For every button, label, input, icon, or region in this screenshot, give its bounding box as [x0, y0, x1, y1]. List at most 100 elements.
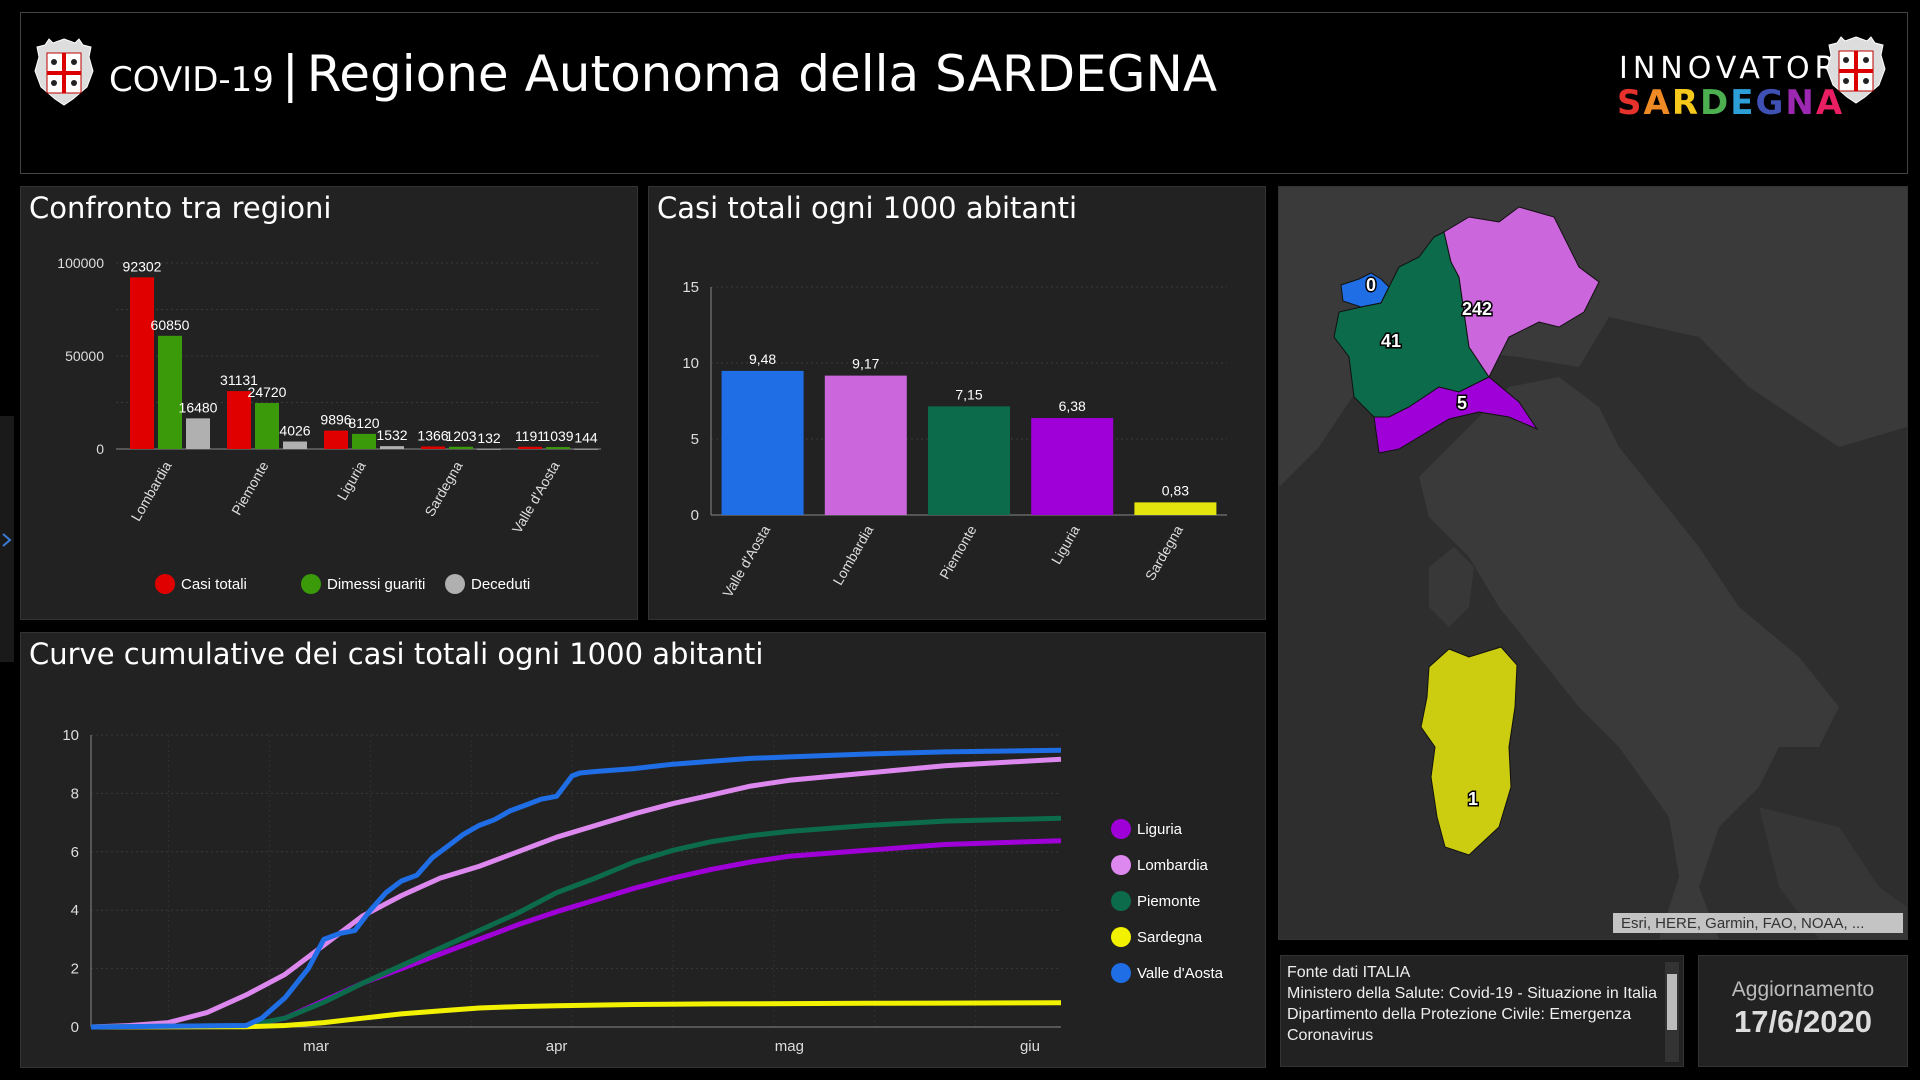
title-main: Regione Autonoma della SARDEGNA: [306, 45, 1218, 103]
source-line-2: Ministero della Salute: Covid-19 - Situa…: [1287, 985, 1657, 1002]
title-prefix: COVID-19: [109, 60, 274, 100]
legend-label: Valle d'Aosta: [1137, 964, 1223, 982]
per1000-panel: Casi totali ogni 1000 abitanti 0 5 10 15 9,4…: [648, 186, 1266, 620]
series-line-piemonte[interactable]: [90, 815, 1062, 1030]
legend-label: Sardegna: [1137, 928, 1203, 946]
legend-item[interactable]: Piemonte: [1111, 891, 1200, 911]
legend-dot: [445, 574, 465, 594]
x-tick-label: Liguria: [1048, 522, 1083, 567]
series-line-lombardia[interactable]: [90, 756, 1062, 1030]
x-tick-label: apr: [546, 1038, 568, 1055]
legend-label: Deceduti: [471, 575, 531, 593]
lombardia-region[interactable]: [1443, 206, 1600, 378]
x-tick-label: Sardegna: [421, 458, 465, 519]
bar-casi-totali[interactable]: [421, 446, 445, 449]
logo-letter: S: [1617, 83, 1644, 123]
legend-item[interactable]: Casi totali: [155, 574, 247, 594]
y-tick-label: 5: [691, 431, 699, 448]
source-scroll-thumb[interactable]: [1667, 974, 1677, 1030]
regions-comparison-panel: Confronto tra regioni 0 50000 100000 92302 6…: [20, 186, 638, 620]
bar[interactable]: [1134, 502, 1217, 515]
sicily-area: [1759, 807, 1907, 939]
bar-deceduti[interactable]: [574, 448, 598, 450]
legend-item[interactable]: Valle d'Aosta: [1111, 963, 1223, 983]
legend-label: Dimessi guariti: [327, 575, 426, 593]
bar-casi-totali[interactable]: [518, 446, 542, 449]
legend-item[interactable]: Liguria: [1111, 819, 1182, 839]
logo-letter: E: [1730, 83, 1756, 123]
map-region-label: 5: [1457, 393, 1467, 413]
bar-casi-totali[interactable]: [130, 277, 154, 449]
bar-casi-totali[interactable]: [324, 430, 348, 449]
legend-item[interactable]: Sardegna: [1111, 927, 1202, 947]
map-region-label: 41: [1381, 331, 1401, 351]
bar-casi-totali[interactable]: [227, 391, 251, 449]
legend-dot: [1111, 927, 1131, 947]
series-line-valledaosta[interactable]: [90, 747, 1062, 1030]
bar[interactable]: [721, 370, 804, 515]
bar-deceduti[interactable]: [186, 418, 210, 449]
series-line-sardegna[interactable]: [90, 1000, 1062, 1030]
logo-letter: R: [1671, 83, 1701, 123]
liguria-region[interactable]: [1373, 376, 1539, 454]
legend-dot: [1111, 819, 1131, 839]
regions-bar-chart[interactable]: 0 50000 100000 92302 60850 16480 Lombardia 3113…: [21, 187, 637, 619]
legend-dot: [301, 574, 321, 594]
bar-dimessi-guariti[interactable]: [449, 446, 473, 449]
legend-dot: [1111, 855, 1131, 875]
source-scrollbar[interactable]: [1665, 962, 1679, 1062]
page-title: COVID-19 | Regione Autonoma della SARDEGNA: [109, 45, 1217, 103]
map-region-label: 1: [1468, 789, 1478, 809]
bar-value-label: 16480: [179, 399, 218, 415]
update-box: Aggiornamento 17/6/2020: [1698, 955, 1908, 1067]
bar[interactable]: [928, 406, 1010, 515]
bar-dimessi-guariti[interactable]: [546, 447, 570, 449]
map-panel[interactable]: 0 242 41 5 1 Esri, HERE, Garmin, FAO, NOAA, …: [1278, 186, 1908, 940]
bar-value-label: 1039: [542, 428, 573, 444]
logo-letter: D: [1700, 83, 1731, 123]
cumulative-line-chart[interactable]: 0 2 4 6 8 10 mar apr mag giu: [21, 633, 1265, 1067]
legend-item[interactable]: Deceduti: [445, 574, 530, 594]
per1000-bar-chart[interactable]: 0 5 10 15 9,48 Valle d'Aosta 9,17 Lombardia 7,15…: [649, 187, 1265, 619]
innovatori-logo-top: INNOVATORI: [1619, 51, 1855, 86]
bar-value-label: 144: [574, 430, 598, 446]
bar-value-label: 7,15: [955, 386, 982, 402]
bar-dimessi-guariti[interactable]: [255, 403, 279, 449]
bar-dimessi-guariti[interactable]: [158, 335, 182, 449]
bar[interactable]: [1031, 418, 1114, 515]
italy-map[interactable]: 0 242 41 5 1 Esri, HERE, Garmin, FAO, NOAA, …: [1279, 187, 1907, 939]
sardinia-crest-icon-right: [1826, 36, 1886, 104]
legend-label: Casi totali: [181, 575, 247, 593]
sardinia-crest-icon: [34, 38, 94, 106]
y-tick-label: 2: [71, 961, 79, 978]
data-source-box: Fonte dati ITALIA Ministero della Salute…: [1280, 955, 1684, 1067]
bar[interactable]: [824, 375, 907, 515]
bar-deceduti[interactable]: [283, 441, 307, 449]
legend-item[interactable]: Dimessi guariti: [301, 574, 425, 594]
legend-label: Liguria: [1137, 820, 1183, 838]
bar-value-label: 6,38: [1059, 398, 1086, 414]
chevron-right-icon[interactable]: [0, 416, 14, 662]
bar-deceduti[interactable]: [477, 448, 501, 450]
x-tick-label: Sardegna: [1142, 522, 1186, 583]
italy-peninsula: [1419, 377, 1839, 939]
y-tick-label: 6: [71, 844, 79, 861]
bar-deceduti[interactable]: [380, 446, 404, 449]
legend-dot: [1111, 891, 1131, 911]
legend-item[interactable]: Lombardia: [1111, 855, 1208, 875]
cumulative-panel-title: Curve cumulative dei casi totali ogni 10…: [29, 637, 764, 671]
bar-dimessi-guariti[interactable]: [352, 433, 376, 449]
side-panel-toggle[interactable]: [0, 416, 14, 662]
bar-value-label: 1191: [515, 428, 545, 444]
bar-value-label: 9896: [320, 412, 351, 428]
bar-value-label: 92302: [123, 258, 162, 274]
y-tick-label: 50000: [65, 348, 104, 364]
source-text: Fonte dati ITALIA Ministero della Salute…: [1287, 962, 1659, 1046]
x-tick-label: Piemonte: [228, 458, 272, 517]
x-tick-label: mag: [775, 1038, 804, 1055]
bar-value-label: 0,83: [1162, 482, 1189, 498]
sardegna-region[interactable]: [1420, 646, 1518, 856]
map-attribution: Esri, HERE, Garmin, FAO, NOAA, ...: [1621, 915, 1864, 932]
bar-value-label: 132: [477, 430, 501, 446]
y-tick-label: 10: [62, 727, 79, 744]
